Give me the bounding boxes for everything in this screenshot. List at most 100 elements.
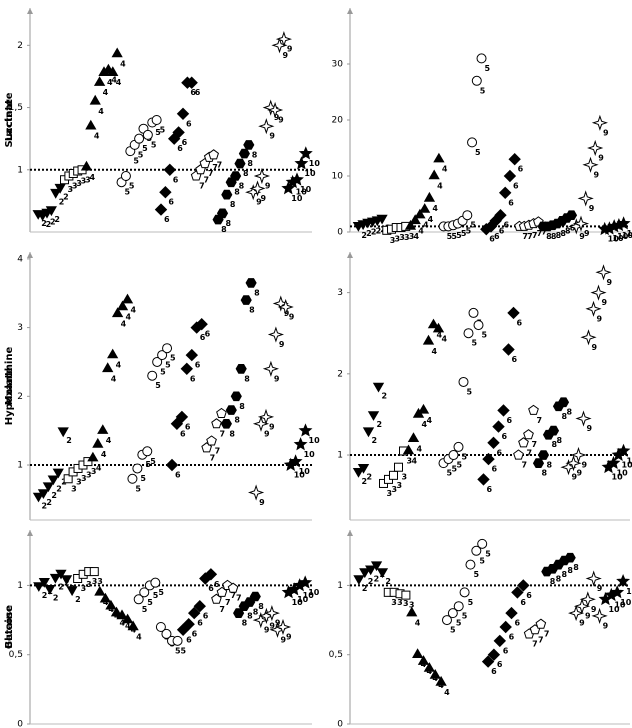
- point-label: 7: [217, 160, 223, 169]
- point-label: 9: [287, 45, 293, 54]
- point-label: 4: [125, 621, 131, 630]
- point: [44, 585, 56, 595]
- point-label: 8: [239, 182, 245, 191]
- point-label: 4: [437, 331, 443, 340]
- point-label: 5: [461, 229, 467, 238]
- point-label: 4: [116, 78, 122, 87]
- point: [428, 169, 440, 180]
- point: [394, 462, 403, 472]
- point-label: 9: [585, 612, 591, 621]
- point-label: 6: [515, 619, 521, 628]
- point-label: 9: [278, 116, 284, 125]
- point-label: 6: [492, 465, 498, 474]
- point-label: 4: [120, 60, 126, 69]
- point-label: 8: [560, 229, 566, 238]
- point: [60, 575, 73, 585]
- point-label: 4: [111, 76, 117, 85]
- point-label: 5: [155, 381, 161, 390]
- point-label: 2: [59, 198, 65, 207]
- point-label: 7: [231, 591, 237, 600]
- point-label: 2: [50, 218, 56, 227]
- point-label: 2: [46, 498, 52, 507]
- point-label: 5: [473, 570, 479, 579]
- point-label: 10: [622, 461, 632, 470]
- y-tick-label: 0,5: [9, 650, 23, 660]
- point-label: 5: [485, 64, 491, 73]
- point-label: 6: [186, 119, 192, 128]
- point-label: 8: [253, 608, 259, 617]
- point-label: 3: [76, 477, 82, 486]
- point-label: 8: [239, 402, 245, 411]
- point-label: 9: [587, 424, 593, 433]
- point: [419, 203, 431, 213]
- point-label: 4: [121, 319, 127, 328]
- point: [245, 278, 257, 288]
- point: [32, 492, 45, 503]
- point-label: 9: [591, 605, 597, 614]
- point: [580, 329, 597, 346]
- point-label: 6: [497, 660, 503, 669]
- point-label: 6: [491, 667, 497, 676]
- point: [370, 561, 383, 572]
- point: [142, 129, 153, 140]
- point: [570, 446, 587, 464]
- point-label: 2: [361, 231, 367, 240]
- point: [473, 320, 484, 331]
- point-label: 5: [462, 452, 468, 461]
- point-label: 3: [404, 233, 410, 242]
- point-label: 9: [259, 498, 265, 507]
- point: [151, 115, 162, 125]
- point-label: 9: [264, 626, 270, 635]
- point-label: 10: [297, 595, 309, 604]
- point-label: 7: [538, 635, 544, 644]
- point: [575, 410, 592, 427]
- point-label: 9: [282, 51, 288, 60]
- point-label: 8: [242, 619, 248, 628]
- point: [582, 156, 599, 173]
- y-tick-label: 30: [332, 60, 344, 70]
- point-label: 2: [63, 193, 69, 202]
- point-label: 2: [75, 595, 81, 604]
- axis-arrow: [347, 530, 353, 536]
- point-label: 6: [186, 635, 192, 644]
- point-label: 4: [106, 436, 112, 445]
- point-label: 4: [116, 361, 122, 370]
- point-label: 10: [627, 229, 632, 238]
- point: [161, 628, 172, 639]
- point-label: 2: [368, 577, 374, 586]
- point: [365, 565, 377, 576]
- point-label: 6: [489, 235, 495, 244]
- point-label: 5: [140, 474, 146, 483]
- point: [482, 452, 495, 466]
- point-label: 5: [158, 588, 164, 597]
- point-label: 6: [197, 619, 203, 628]
- point-label: 4: [412, 456, 418, 465]
- point: [494, 208, 507, 222]
- point-label: 5: [133, 157, 139, 166]
- point-label: 8: [229, 429, 235, 438]
- point: [507, 306, 520, 320]
- point-label: 5: [135, 484, 141, 493]
- point-label: 10: [299, 467, 311, 476]
- point: [462, 210, 473, 221]
- point-label: 8: [254, 288, 260, 297]
- point: [211, 418, 222, 429]
- point-label: 10: [304, 169, 316, 178]
- point-label: 6: [497, 448, 503, 457]
- point-label: 2: [371, 227, 377, 236]
- point-label: 4: [428, 215, 434, 224]
- point-label: 6: [205, 330, 211, 339]
- point-label: 4: [418, 226, 424, 235]
- point-label: 9: [284, 309, 290, 318]
- point: [216, 208, 229, 219]
- y-tick-label: 20: [332, 116, 344, 126]
- point-label: 6: [208, 584, 214, 593]
- point-label: 2: [41, 501, 47, 510]
- point-label: 9: [603, 128, 609, 137]
- point: [560, 459, 577, 476]
- point-label: 9: [597, 584, 603, 593]
- point-label: 6: [508, 198, 514, 207]
- point-label: 7: [212, 163, 218, 172]
- point-label: 4: [130, 306, 136, 315]
- point: [499, 620, 512, 634]
